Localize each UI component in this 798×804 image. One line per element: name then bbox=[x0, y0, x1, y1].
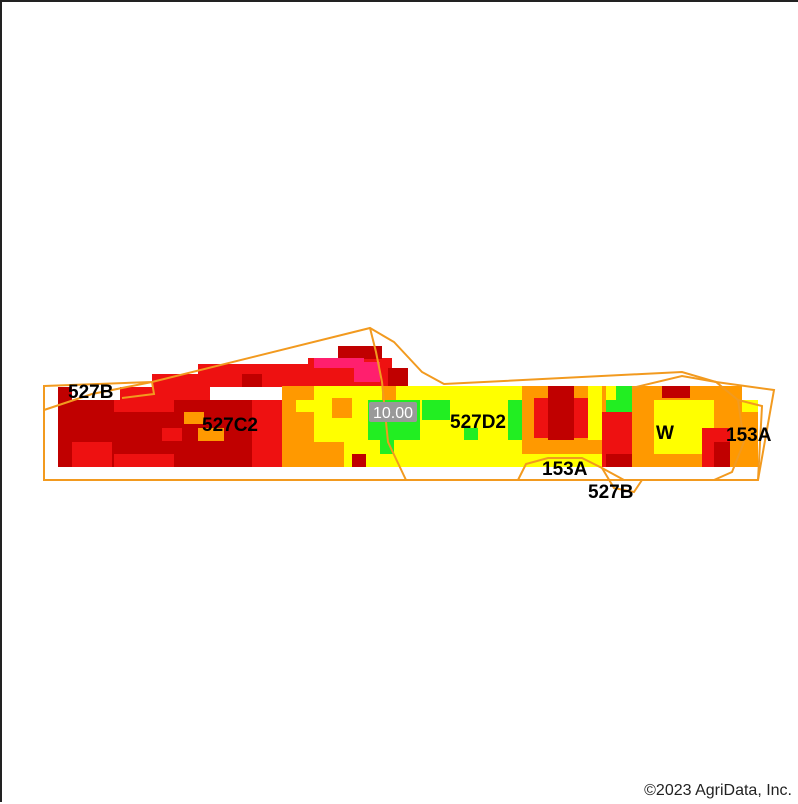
raster-cell bbox=[72, 442, 112, 467]
raster-cell bbox=[332, 398, 352, 418]
soil-boundaries bbox=[43, 326, 776, 494]
copyright-text: ©2023 AgriData, Inc. bbox=[644, 782, 792, 799]
raster-cell bbox=[114, 454, 174, 467]
raster-cell bbox=[296, 400, 316, 412]
raster-cell bbox=[574, 398, 588, 438]
raster-cell bbox=[662, 386, 690, 398]
raster-cell bbox=[714, 442, 730, 467]
soil-label-153a-south: 153A bbox=[542, 459, 588, 480]
soil-label-527b-west: 527B bbox=[68, 382, 113, 403]
soil-boundary-527b-south bbox=[601, 467, 643, 494]
raster-cell bbox=[464, 428, 478, 440]
raster-cell bbox=[380, 440, 394, 454]
raster-cell bbox=[152, 374, 212, 387]
raster-cell bbox=[508, 400, 522, 440]
value-badge: 10.00 bbox=[369, 402, 417, 422]
raster-cell bbox=[184, 412, 204, 424]
soil-label-153a-east: 153A bbox=[726, 425, 772, 446]
soil-label-527d2: 527D2 bbox=[450, 412, 506, 433]
value-label: 10.00 bbox=[373, 405, 413, 422]
soil-boundary-153a-east bbox=[737, 399, 764, 481]
raster-cell bbox=[162, 428, 182, 441]
soil-boundary-527c2-527d2 bbox=[369, 327, 407, 481]
soil-label-527b-south: 527B bbox=[588, 482, 633, 503]
soil-label-w: W bbox=[656, 423, 674, 444]
raster-cell bbox=[114, 400, 174, 412]
raster-cell bbox=[212, 374, 242, 387]
raster-cell bbox=[548, 386, 574, 440]
raster-cell bbox=[198, 428, 224, 441]
raster-cell bbox=[314, 442, 344, 467]
raster-cell bbox=[588, 386, 602, 440]
soil-boundary-527b-west bbox=[43, 381, 153, 411]
raster-cell bbox=[338, 346, 382, 359]
soil-label-527c2: 527C2 bbox=[202, 415, 258, 436]
raster-cell bbox=[120, 387, 210, 400]
raster-cell bbox=[422, 400, 450, 420]
raster-cell bbox=[616, 386, 632, 412]
raster-cell bbox=[388, 368, 408, 386]
raster-cell bbox=[352, 454, 366, 467]
raster-cell bbox=[314, 358, 364, 368]
raster-cell bbox=[58, 387, 72, 400]
raster-cell bbox=[534, 398, 548, 438]
raster-cell bbox=[354, 362, 380, 382]
soil-boundary-153a-south bbox=[517, 457, 625, 481]
raster-cell bbox=[242, 374, 262, 387]
yield-raster bbox=[58, 346, 758, 467]
soil-boundary-527b-inner bbox=[121, 381, 156, 399]
